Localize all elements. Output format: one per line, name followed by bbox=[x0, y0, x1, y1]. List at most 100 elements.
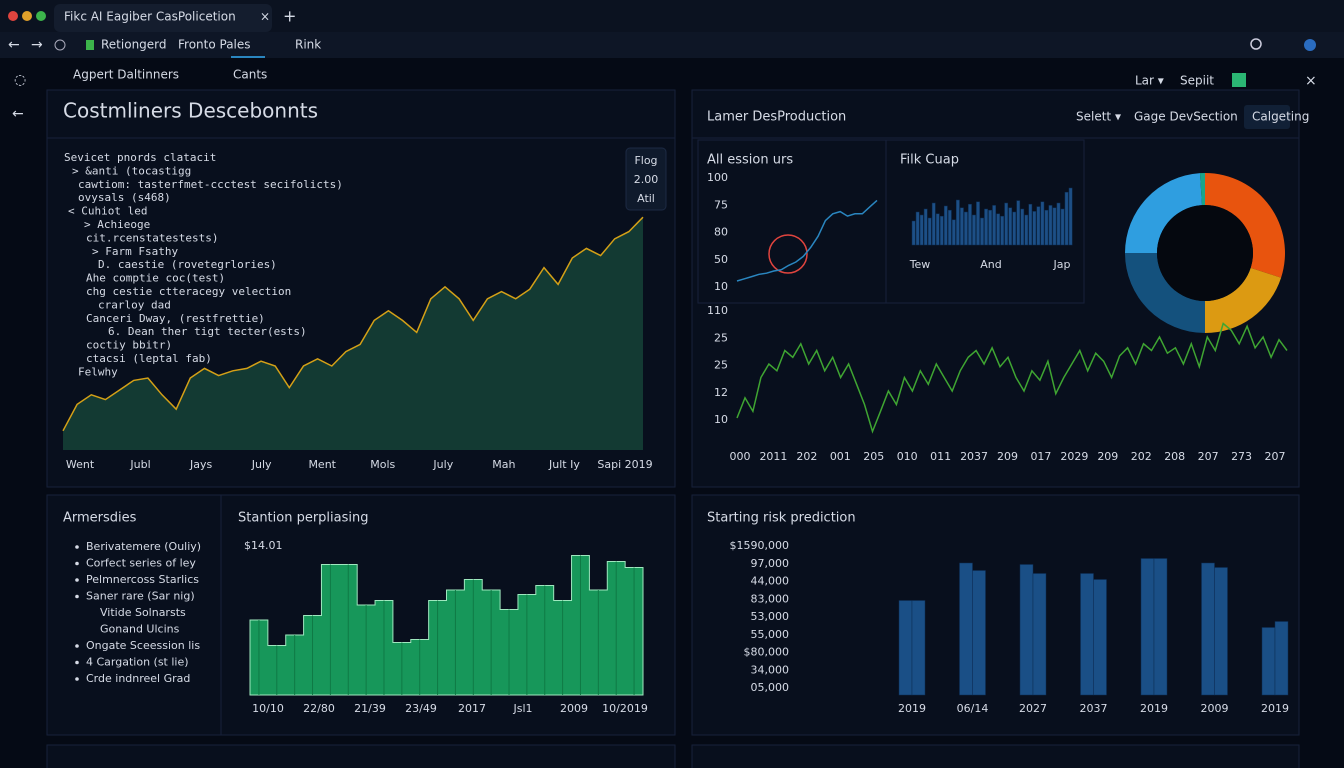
bullet bbox=[75, 545, 79, 549]
bar bbox=[911, 600, 926, 696]
panel-title: Armersdies bbox=[63, 511, 137, 526]
bar bbox=[1274, 621, 1289, 696]
close-dot[interactable] bbox=[8, 11, 18, 21]
y-tick-label: 34,000 bbox=[751, 663, 790, 676]
legend-text: 2.00 bbox=[634, 173, 659, 186]
x-tick-label: July bbox=[251, 458, 272, 471]
nav-item[interactable]: Retiongerd bbox=[101, 38, 167, 52]
x-tick-label: Went bbox=[66, 458, 95, 471]
bar bbox=[960, 207, 964, 246]
x-tick-label: 2027 bbox=[1019, 702, 1047, 715]
code-line: 6. Dean ther tigt tecter(ests) bbox=[108, 325, 307, 338]
new-tab[interactable]: + bbox=[283, 7, 296, 26]
bullet bbox=[75, 644, 79, 648]
x-tick-label: 209 bbox=[1097, 450, 1118, 463]
bar bbox=[1064, 191, 1069, 246]
chart-title: Starting risk prediction bbox=[707, 511, 856, 526]
y-tick-label: 05,000 bbox=[751, 681, 790, 694]
y-tick-label: $80,000 bbox=[744, 646, 790, 659]
bar bbox=[915, 211, 920, 246]
bar bbox=[976, 201, 980, 246]
panel-button[interactable]: Gage DevSection bbox=[1134, 110, 1238, 124]
bar bbox=[943, 205, 948, 246]
bar bbox=[1012, 211, 1017, 246]
x-tick-label: 2017 bbox=[458, 702, 486, 715]
toolbar-action[interactable]: Sepiit bbox=[1180, 74, 1214, 88]
reload[interactable] bbox=[54, 39, 66, 51]
bar bbox=[1044, 209, 1049, 246]
donut-segment bbox=[1125, 253, 1205, 333]
x-tick-label: 207 bbox=[1198, 450, 1219, 463]
x-tick-label: Mah bbox=[492, 458, 515, 471]
bar bbox=[1201, 562, 1215, 696]
bullet bbox=[75, 594, 79, 599]
code-line: Canceri Dway, (restfrettie) bbox=[86, 312, 265, 325]
panel bbox=[46, 744, 676, 768]
code-line: cawtiom: tasterfmet-ccctest secifolicts) bbox=[78, 178, 343, 191]
max-dot[interactable] bbox=[36, 11, 46, 21]
nav-underline bbox=[231, 56, 265, 58]
y-tick-label: 53,000 bbox=[751, 610, 790, 623]
bar bbox=[972, 570, 986, 696]
code-line: > Farm Fsathy bbox=[92, 245, 178, 258]
x-tick-label: 10/2019 bbox=[602, 702, 648, 715]
bar bbox=[1016, 200, 1021, 246]
list-item: Berivatemere (Ouliy) bbox=[86, 540, 201, 553]
bar bbox=[988, 209, 992, 246]
list-item: Saner rare (Sar nig) bbox=[86, 590, 195, 603]
home-icon[interactable] bbox=[1232, 73, 1246, 87]
y-tick-label: 55,000 bbox=[751, 628, 790, 641]
lock bbox=[86, 40, 94, 50]
search-icon[interactable] bbox=[1250, 38, 1262, 50]
highlight-circle bbox=[768, 234, 808, 274]
x-tick-label: 208 bbox=[1164, 450, 1185, 463]
y-tick-label: 80 bbox=[714, 226, 728, 239]
x-tick-label: 2019 bbox=[1261, 702, 1289, 715]
x-tick-label: 21/39 bbox=[354, 702, 386, 715]
panel-button[interactable]: Selett ▾ bbox=[1076, 110, 1121, 124]
x-tick-label: 209 bbox=[997, 450, 1018, 463]
panel-button[interactable]: Calgeting bbox=[1252, 110, 1309, 124]
side-icon[interactable]: ◌ bbox=[14, 72, 26, 88]
panel bbox=[691, 494, 1300, 736]
x-tick-label: Ment bbox=[308, 458, 336, 471]
forward[interactable]: → bbox=[31, 37, 43, 53]
x-tick-label: Jubl bbox=[129, 458, 150, 471]
line bbox=[736, 199, 878, 282]
nav-item[interactable]: Fronto Pales bbox=[178, 38, 251, 52]
side-back[interactable]: ← bbox=[12, 106, 24, 122]
code-line: Ahe comptie coc(test) bbox=[86, 272, 225, 285]
code-line: coctiy bbitr) bbox=[86, 339, 172, 352]
list-item: Crde indnreel Grad bbox=[86, 672, 190, 685]
button-bg bbox=[1244, 105, 1290, 129]
toolbar-action[interactable]: Lar ▾ bbox=[1135, 74, 1164, 88]
profile[interactable] bbox=[1304, 39, 1316, 51]
bar bbox=[1036, 206, 1041, 246]
donut-hole bbox=[1157, 205, 1253, 301]
tab-close[interactable]: × bbox=[260, 10, 270, 24]
code-line: chg cestie ctteracegy velection bbox=[86, 285, 291, 298]
y-tick-label: $1590,000 bbox=[730, 539, 790, 552]
toolbar-tab[interactable]: Cants bbox=[233, 68, 267, 82]
y-tick-label: 44,000 bbox=[751, 575, 790, 588]
min-dot[interactable] bbox=[22, 11, 32, 21]
x-tick-label: 2019 bbox=[898, 702, 926, 715]
tab[interactable] bbox=[54, 4, 272, 32]
list-item: 4 Cargation (st lie) bbox=[86, 656, 189, 669]
back[interactable]: ← bbox=[8, 37, 20, 53]
bar bbox=[935, 213, 940, 246]
toolbar-tab[interactable]: Agpert Daltinners bbox=[73, 68, 179, 82]
chart-title: Filk Cuap bbox=[900, 153, 959, 168]
y-tick-label: 100 bbox=[707, 171, 728, 184]
y-tick-label: 25 bbox=[714, 331, 728, 344]
code-line: D. caestie (rovetegrlories) bbox=[98, 258, 277, 271]
bullet bbox=[75, 561, 79, 566]
code-line: Felwhy bbox=[78, 365, 118, 378]
bullet bbox=[75, 578, 79, 582]
nav-item[interactable]: Rink bbox=[295, 38, 321, 52]
x-tick-label: 000 bbox=[730, 450, 751, 463]
bar bbox=[947, 209, 952, 246]
close-panel[interactable]: × bbox=[1305, 73, 1317, 89]
panel bbox=[691, 744, 1300, 768]
